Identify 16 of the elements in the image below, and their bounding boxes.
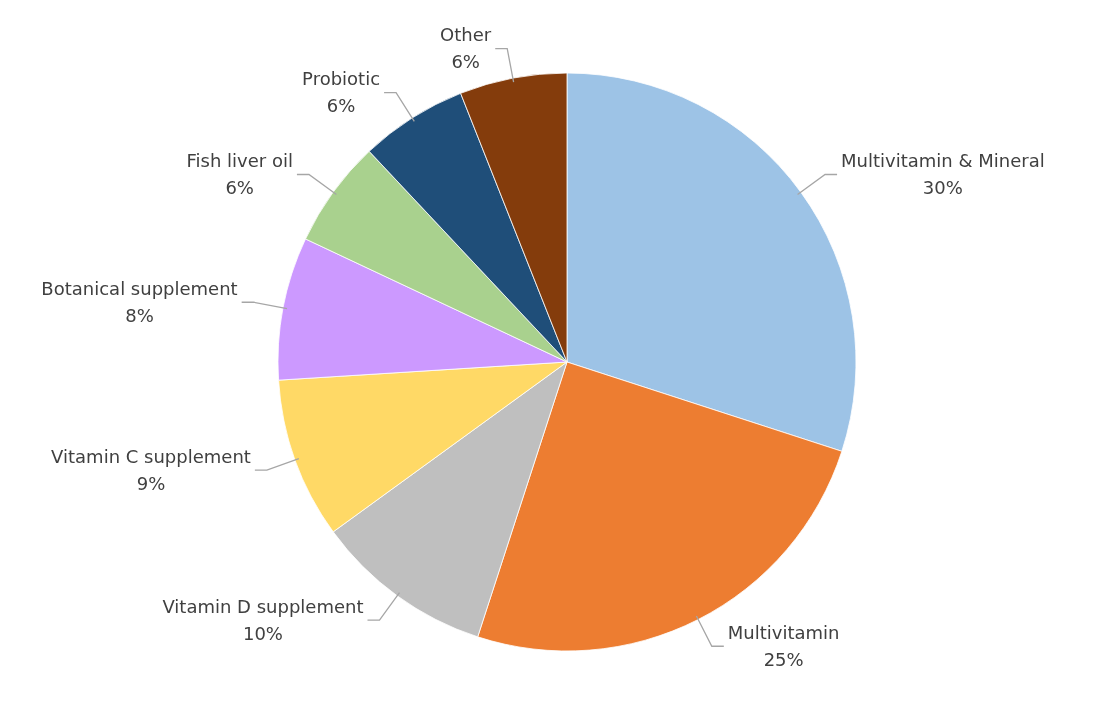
slice-label: Fish liver oil	[186, 150, 293, 172]
data-label: 8%	[125, 305, 154, 327]
slice-label: Other	[440, 24, 492, 46]
data-label: 9%	[136, 472, 166, 494]
data-label: 25%	[763, 649, 804, 671]
slice-label: Vitamin C supplement	[51, 445, 251, 467]
slice-label: Probiotic	[302, 68, 381, 90]
data-label: 6%	[451, 51, 480, 73]
data-label: 6%	[326, 95, 356, 117]
data-label: 30%	[922, 177, 963, 199]
data-label: 10%	[242, 622, 283, 644]
slice-label: Multivitamin & Mineral	[841, 150, 1045, 172]
slice-label: Multivitamin	[727, 622, 840, 644]
data-label: 6%	[225, 177, 254, 199]
slice-label: Botanical supplement	[41, 278, 238, 300]
slice-label: Vitamin D supplement	[162, 595, 364, 617]
